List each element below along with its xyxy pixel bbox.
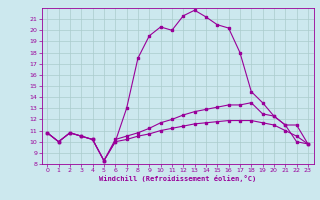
X-axis label: Windchill (Refroidissement éolien,°C): Windchill (Refroidissement éolien,°C) <box>99 175 256 182</box>
